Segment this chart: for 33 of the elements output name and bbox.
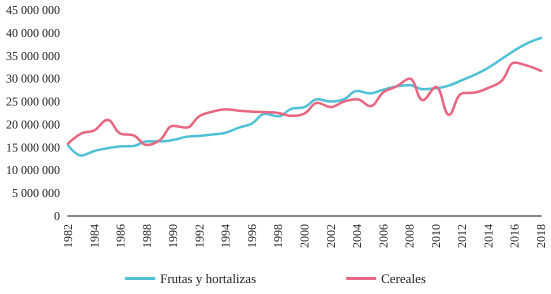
x-tick-label: 1998 <box>271 224 286 248</box>
y-tick-label: 10 000 000 <box>6 163 60 178</box>
x-tick-label: 1992 <box>192 224 206 248</box>
x-tick-label: 2002 <box>324 224 338 248</box>
y-tick-label: 40 000 000 <box>6 26 60 40</box>
x-tick-label: 2000 <box>298 224 312 248</box>
x-tick-label: 2014 <box>481 224 496 248</box>
x-tick-label: 2008 <box>402 224 417 248</box>
legend-label: Frutas y hortalizas <box>160 271 256 286</box>
y-tick-label: 15 000 000 <box>6 140 60 154</box>
y-tick-label: 35 000 000 <box>6 48 60 63</box>
line-series <box>66 36 542 157</box>
x-tick-label: 2012 <box>455 224 470 248</box>
y-tick-label: 45 000 000 <box>6 3 60 17</box>
x-tick-label: 2016 <box>508 224 522 248</box>
x-tick-label: 1990 <box>166 224 180 248</box>
x-tick-label: 1984 <box>87 224 102 248</box>
y-tick-label: 25 000 000 <box>6 94 60 109</box>
x-tick-label: 2010 <box>428 224 443 248</box>
y-tick-label: 0 <box>54 209 60 223</box>
x-tick-label: 1996 <box>244 224 259 248</box>
x-tick-label: 2018 <box>534 224 548 248</box>
x-tick-label: 1982 <box>61 224 75 248</box>
line-series <box>66 61 542 146</box>
x-tick-label: 2006 <box>376 224 390 248</box>
x-tick-label: 1988 <box>140 224 154 248</box>
y-tick-label: 5 000 000 <box>12 186 60 200</box>
y-tick-label: 20 000 000 <box>6 117 60 132</box>
y-tick-label: 30 000 000 <box>6 72 60 86</box>
x-tick-label: 1986 <box>114 224 128 248</box>
legend-label: Cereales <box>381 271 426 286</box>
x-tick-label: 1994 <box>218 224 233 248</box>
x-tick-label: 2004 <box>350 224 364 248</box>
